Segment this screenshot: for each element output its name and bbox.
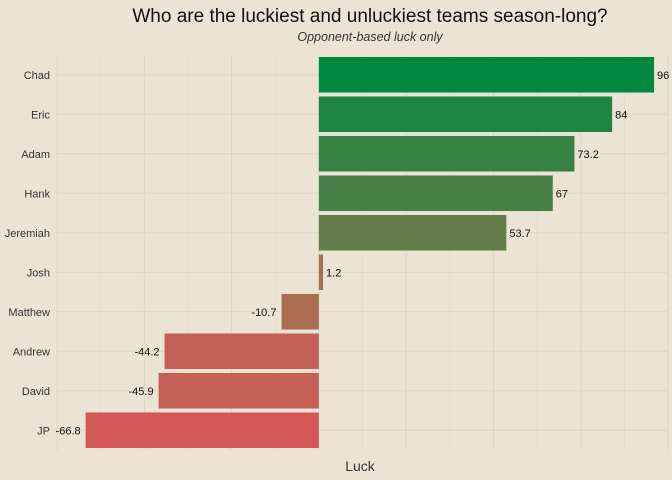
data-label: -66.8 <box>56 425 81 437</box>
bar <box>318 214 507 251</box>
y-tick-label: Eric <box>31 109 50 121</box>
bar <box>318 254 324 291</box>
data-label: 96 <box>657 70 669 82</box>
bar <box>85 412 319 449</box>
bar <box>164 333 319 370</box>
y-tick-label: David <box>22 386 50 398</box>
data-label: 84 <box>615 109 627 121</box>
y-tick-label: Andrew <box>13 346 50 358</box>
y-tick-label: Josh <box>27 267 50 279</box>
data-label: -45.9 <box>129 386 154 398</box>
chart-subtitle: Opponent-based luck only <box>297 30 443 44</box>
chart-title: Who are the luckiest and unluckiest team… <box>132 6 608 27</box>
data-label: 73.2 <box>577 149 598 161</box>
bar <box>318 96 613 133</box>
data-label: 1.2 <box>326 267 341 279</box>
y-tick-label: Matthew <box>8 307 50 319</box>
bar <box>318 135 575 172</box>
data-label: -44.2 <box>134 346 159 358</box>
y-tick-label: Hank <box>24 188 50 200</box>
x-axis-label: Luck <box>345 458 375 474</box>
y-tick-label: Adam <box>21 149 50 161</box>
data-label: 67 <box>556 188 568 200</box>
y-tick-label: JP <box>37 425 50 437</box>
bar <box>318 175 553 212</box>
y-tick-label: Chad <box>24 70 50 82</box>
bar <box>281 293 319 330</box>
data-label: -10.7 <box>251 307 276 319</box>
y-tick-label: Jeremiah <box>5 228 50 240</box>
bar <box>158 372 319 409</box>
bar <box>318 56 655 93</box>
data-label: 53.7 <box>509 228 530 240</box>
